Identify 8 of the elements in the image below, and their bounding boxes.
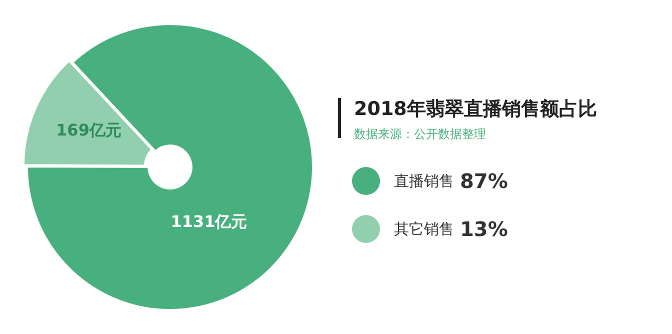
legend-label: 其它销售: [394, 220, 454, 238]
text: 87%: [460, 169, 508, 193]
text: 13%: [460, 217, 508, 241]
text: 数据来源：公开数据整理: [354, 126, 487, 143]
data-label: 1131亿元: [170, 212, 248, 231]
legend-label: 直播销售: [394, 172, 454, 190]
text: 2018年翡翠直播销售额占比: [354, 97, 597, 122]
data-label: 169亿元: [56, 120, 122, 140]
